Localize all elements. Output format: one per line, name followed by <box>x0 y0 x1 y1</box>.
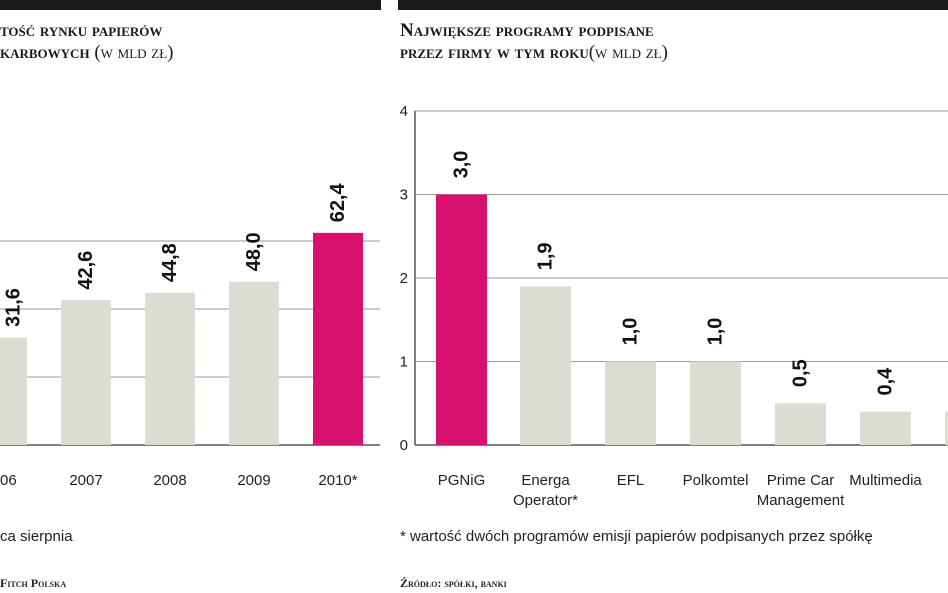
right-value-label-0: 3,0 <box>451 151 473 179</box>
left-source: Fitch Polska <box>0 576 67 590</box>
left-x-tick-4: 2010* <box>318 472 357 489</box>
right-title-unit: (w mld zł) <box>588 42 668 63</box>
right-value-label-4: 0,5 <box>790 359 812 387</box>
left-x-tick-1: 2007 <box>69 472 102 489</box>
right-x-tick-1-0: Energa <box>521 472 570 489</box>
right-x-tick-4-1: Management <box>757 492 845 509</box>
right-y-tick-0: 0 <box>400 437 408 454</box>
left-x-tick-2: 2008 <box>153 472 186 489</box>
right-bar-3 <box>690 361 741 445</box>
left-value-label-0: 31,6 <box>3 288 25 327</box>
left-title-line2: karbowych <box>0 42 90 63</box>
left-value-label-3: 48,0 <box>243 232 265 271</box>
left-footnote: ca sierpnia <box>0 528 73 545</box>
left-bar-2010* <box>313 232 363 445</box>
left-value-label-4: 62,4 <box>327 183 349 223</box>
left-bar-2008 <box>145 292 195 445</box>
right-bar-4 <box>775 403 826 445</box>
right-y-tick-4: 4 <box>400 103 408 120</box>
right-x-tick-0-0: PGNiG <box>438 472 486 489</box>
right-value-label-5: 0,4 <box>875 367 897 396</box>
right-bar-5 <box>860 411 911 445</box>
left-bar-2007 <box>61 300 111 445</box>
left-value-label-1: 42,6 <box>75 251 97 290</box>
right-y-tick-1: 1 <box>400 354 408 371</box>
right-bar-1 <box>520 286 571 445</box>
left-title-line1: tość rynku papierów <box>0 20 163 41</box>
right-footnote: * wartość dwóch programów emisji papieró… <box>400 528 873 545</box>
left-top-bar <box>0 0 381 10</box>
right-bar-0 <box>436 194 487 445</box>
right-top-bar <box>398 0 948 10</box>
left-x-tick-0: 06 <box>0 472 17 489</box>
left-value-label-2: 44,8 <box>159 243 181 282</box>
left-bar-2009 <box>229 281 279 445</box>
right-value-label-1: 1,9 <box>535 242 557 270</box>
right-value-label-2: 1,0 <box>620 318 642 346</box>
right-title-line2: przez firmy w tym roku <box>400 42 589 63</box>
right-x-tick-5-0: Multimedia <box>849 472 922 489</box>
left-chart-title: tość rynku papierów karbowych (w mld zł) <box>0 20 174 64</box>
left-x-tick-3: 2009 <box>237 472 270 489</box>
right-x-tick-2-0: EFL <box>617 472 645 489</box>
right-x-tick-3-0: Polkomtel <box>683 472 749 489</box>
right-source: Źródło: spółki, banki <box>400 576 507 590</box>
right-y-tick-2: 2 <box>400 270 408 287</box>
right-bar-2 <box>605 361 656 445</box>
right-chart-title: Największe programy podpisane przez firm… <box>400 20 668 64</box>
right-x-tick-4-0: Prime Car <box>767 472 835 489</box>
left-title-unit: (w mld zł) <box>94 42 174 63</box>
right-y-tick-3: 3 <box>400 187 408 204</box>
right-bar-6 <box>945 411 948 445</box>
right-x-tick-1-1: Operator* <box>513 492 578 509</box>
right-value-label-3: 1,0 <box>705 318 727 346</box>
right-title-line1: Największe programy podpisane <box>400 20 654 41</box>
left-bar-06 <box>0 337 27 445</box>
